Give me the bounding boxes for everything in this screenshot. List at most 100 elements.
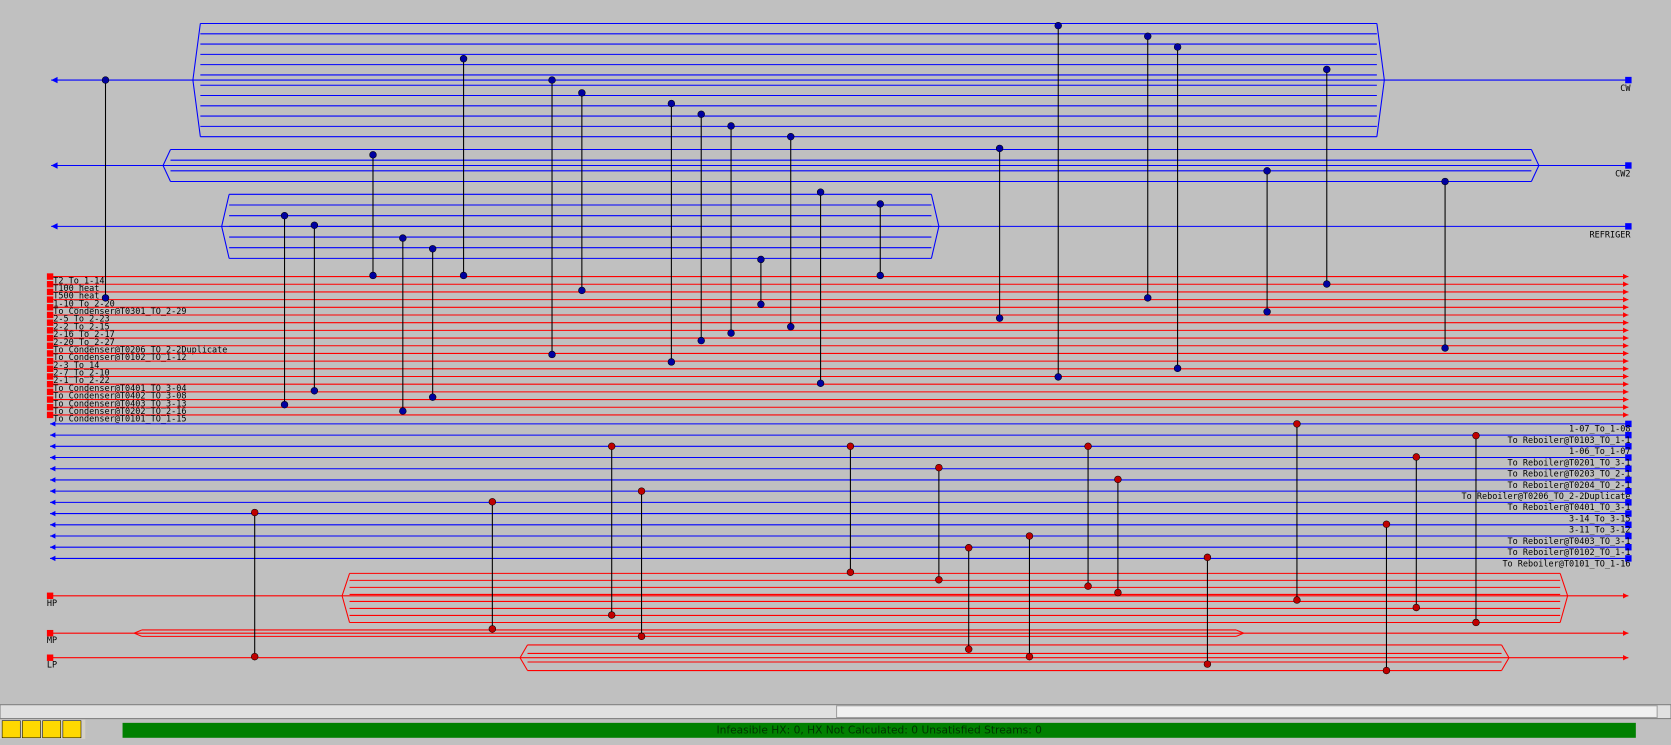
exchanger[interactable] [399, 234, 407, 242]
exchanger[interactable] [1025, 652, 1034, 661]
exchanger[interactable] [1293, 596, 1301, 604]
exchanger[interactable] [816, 188, 825, 196]
exchanger[interactable] [1173, 364, 1182, 373]
toolbar-button[interactable] [42, 720, 62, 739]
exchanger[interactable] [578, 286, 586, 295]
exchanger[interactable] [251, 508, 259, 517]
exchanger[interactable] [787, 323, 795, 331]
exchanger[interactable] [1263, 308, 1271, 316]
exchanger[interactable] [1084, 442, 1092, 450]
exchanger[interactable] [1203, 553, 1212, 562]
exchanger[interactable] [637, 487, 646, 495]
exchanger[interactable] [697, 110, 705, 118]
exchanger[interactable] [1441, 177, 1449, 186]
exchanger[interactable] [1382, 520, 1391, 528]
stream-end [1625, 76, 1632, 84]
toolbar-button[interactable] [22, 720, 41, 739]
exchanger[interactable] [1472, 618, 1480, 627]
stream-label: HP [47, 599, 57, 609]
exchanger[interactable] [1412, 453, 1420, 461]
stream-label: To Condenser@T0206_TO_2-2Duplicate [53, 345, 227, 355]
stream-end [46, 380, 54, 388]
exchanger[interactable] [995, 314, 1004, 322]
exchanger[interactable] [846, 442, 855, 450]
exchanger[interactable] [1054, 21, 1062, 30]
stream-end [46, 342, 54, 349]
exchanger[interactable] [757, 255, 765, 264]
exchanger[interactable] [548, 76, 556, 84]
stream-end [46, 373, 54, 380]
exchanger[interactable] [757, 300, 765, 308]
arrow [1623, 312, 1629, 318]
exchanger[interactable] [399, 407, 407, 415]
exchanger[interactable] [697, 336, 705, 345]
split [162, 149, 1540, 182]
status-bar [122, 722, 1636, 738]
exchanger[interactable] [1293, 420, 1301, 428]
exchanger[interactable] [251, 652, 259, 661]
exchanger[interactable] [101, 76, 110, 84]
exchanger[interactable] [428, 245, 437, 253]
exchanger[interactable] [667, 99, 676, 108]
exchanger[interactable] [1144, 294, 1152, 302]
exchanger[interactable] [637, 632, 646, 641]
exchanger[interactable] [965, 645, 973, 653]
exchanger[interactable] [816, 379, 825, 387]
exchanger[interactable] [1114, 475, 1122, 484]
exchanger[interactable] [608, 611, 616, 619]
exchanger[interactable] [310, 387, 319, 395]
arrow [1623, 304, 1629, 310]
exchanger[interactable] [787, 132, 795, 141]
exchanger[interactable] [965, 544, 973, 552]
exchanger[interactable] [459, 271, 468, 280]
exchanger[interactable] [488, 498, 497, 506]
exchanger[interactable] [1025, 532, 1034, 540]
exchanger[interactable] [1114, 588, 1122, 597]
stream-end [46, 281, 54, 288]
exchanger[interactable] [578, 89, 586, 97]
exchanger[interactable] [995, 144, 1004, 153]
exchanger[interactable] [428, 393, 437, 401]
exchanger[interactable] [935, 576, 943, 584]
exchanger[interactable] [727, 329, 735, 337]
split [192, 23, 1385, 137]
exchanger[interactable] [488, 625, 497, 633]
exchanger[interactable] [1382, 666, 1391, 675]
exchanger[interactable] [667, 358, 676, 366]
exchanger[interactable] [727, 122, 735, 130]
toolbar-button[interactable] [1, 720, 21, 739]
stream-end [1625, 510, 1632, 517]
exchanger[interactable] [1203, 660, 1212, 668]
exchanger[interactable] [369, 151, 377, 159]
exchanger[interactable] [1054, 373, 1062, 381]
exchanger[interactable] [369, 271, 377, 280]
arrow [50, 466, 56, 472]
exchanger[interactable] [280, 400, 289, 409]
exchanger[interactable] [280, 211, 289, 220]
exchanger[interactable] [548, 350, 556, 359]
exchanger[interactable] [1263, 167, 1271, 175]
exchanger[interactable] [459, 55, 468, 63]
exchanger[interactable] [1323, 280, 1331, 288]
exchanger[interactable] [1144, 32, 1152, 40]
exchanger[interactable] [935, 463, 943, 472]
exchanger[interactable] [310, 221, 319, 229]
stream-end [1625, 555, 1632, 562]
exchanger[interactable] [1173, 43, 1182, 51]
arrow [1623, 593, 1629, 599]
exchanger[interactable] [1472, 431, 1480, 440]
exchanger[interactable] [1323, 65, 1331, 74]
exchanger[interactable] [846, 568, 855, 576]
exchanger[interactable] [608, 442, 616, 450]
exchanger[interactable] [1412, 603, 1420, 612]
exchanger[interactable] [876, 271, 884, 280]
exchanger[interactable] [876, 200, 884, 208]
stream-label: To Condenser@T0202_TO_2-16 [53, 407, 186, 417]
toolbar-button[interactable] [62, 720, 82, 739]
exchanger[interactable] [101, 294, 110, 302]
scroll-thumb[interactable] [836, 705, 1658, 719]
exchanger[interactable] [1441, 344, 1449, 352]
exchanger[interactable] [1084, 582, 1092, 590]
stream-end [46, 411, 54, 419]
